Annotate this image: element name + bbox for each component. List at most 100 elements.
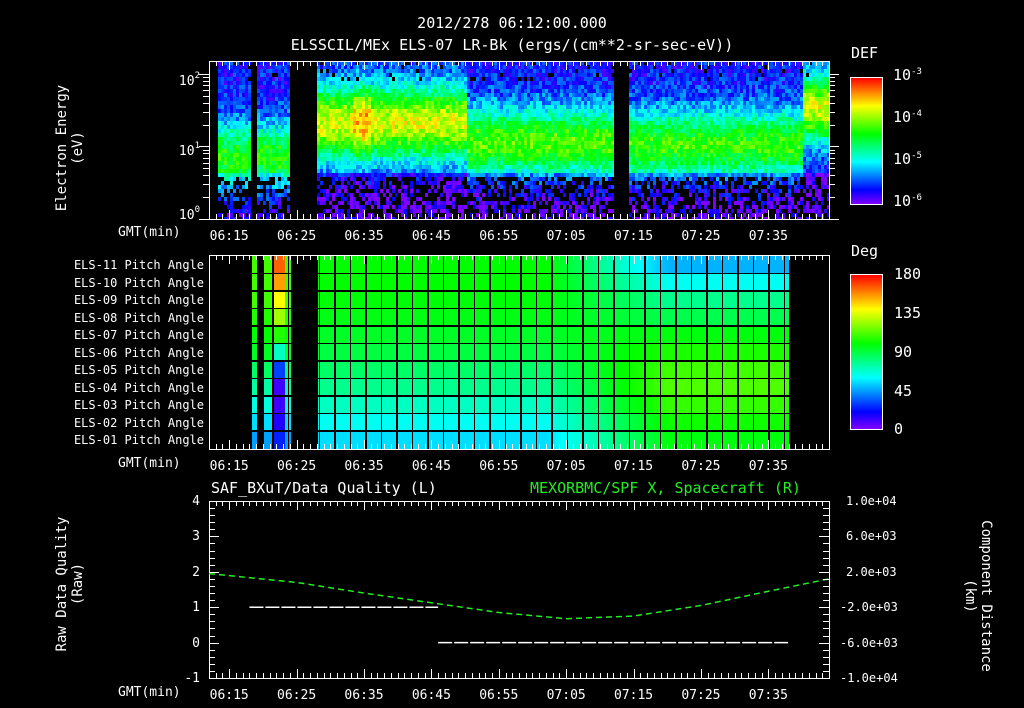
tick (721, 673, 722, 678)
tick (452, 673, 453, 678)
tick (425, 673, 426, 678)
tick (775, 673, 776, 678)
tick (209, 678, 219, 679)
tick (823, 529, 829, 530)
tick (667, 673, 668, 678)
tick (819, 536, 829, 537)
tick (748, 673, 749, 678)
tick (270, 673, 271, 678)
tick (593, 673, 594, 678)
tick (344, 673, 345, 678)
tick (809, 501, 810, 506)
tick (209, 508, 215, 509)
tick (276, 673, 277, 678)
tick (714, 673, 715, 678)
tick (209, 551, 215, 552)
tick (694, 673, 695, 678)
tick (317, 501, 318, 506)
tick (819, 607, 829, 608)
xtick-label: 07:05 (536, 688, 596, 703)
tick (634, 501, 635, 510)
tick (687, 501, 688, 506)
tick (357, 673, 358, 678)
tick (398, 501, 399, 506)
tick (661, 673, 662, 678)
tick (775, 501, 776, 506)
ytick-right: 6.0e+03 (846, 529, 897, 543)
tick (499, 501, 500, 510)
tick (640, 673, 641, 678)
tick (823, 636, 829, 637)
tick (499, 669, 500, 678)
tick (735, 673, 736, 678)
tick (782, 673, 783, 678)
tick (411, 673, 412, 678)
tick (209, 536, 219, 537)
tick (674, 501, 675, 506)
tick (229, 501, 230, 510)
tick (553, 673, 554, 678)
tick (276, 501, 277, 506)
tick (209, 600, 215, 601)
tick (519, 673, 520, 678)
tick (546, 501, 547, 506)
tick (580, 501, 581, 506)
tick (324, 673, 325, 678)
tick (701, 501, 702, 510)
tick (681, 501, 682, 506)
tick (667, 501, 668, 506)
tick (823, 621, 829, 622)
tick (310, 673, 311, 678)
tick (209, 586, 215, 587)
tick (802, 501, 803, 506)
tick (209, 543, 215, 544)
tick (647, 673, 648, 678)
tick (526, 501, 527, 506)
tick (209, 572, 219, 573)
tick (492, 673, 493, 678)
ytick-left: 2 (160, 565, 200, 580)
tick (620, 501, 621, 506)
tick (438, 501, 439, 506)
tick (377, 501, 378, 506)
tick (728, 673, 729, 678)
tick (506, 501, 507, 506)
tick (768, 501, 769, 510)
tick (755, 673, 756, 678)
tick (310, 501, 311, 506)
tick (209, 515, 215, 516)
tick (209, 593, 215, 594)
tick (317, 673, 318, 678)
tick (512, 501, 513, 506)
tick (823, 657, 829, 658)
tick (297, 501, 298, 510)
tick (485, 501, 486, 506)
tick (492, 501, 493, 506)
tick (755, 501, 756, 506)
tick (209, 579, 215, 580)
tick (452, 501, 453, 506)
tick (519, 501, 520, 506)
tick (357, 501, 358, 506)
tick (748, 501, 749, 506)
tick (384, 501, 385, 506)
tick (209, 650, 215, 651)
tick (324, 501, 325, 506)
tick (823, 522, 829, 523)
tick (303, 673, 304, 678)
tick (209, 636, 215, 637)
tick (586, 673, 587, 678)
tick (566, 501, 567, 510)
tick (728, 501, 729, 506)
tick (411, 501, 412, 506)
tick (256, 501, 257, 506)
tick (479, 673, 480, 678)
tick (613, 501, 614, 506)
tick (209, 643, 219, 644)
tick (627, 673, 628, 678)
tick (823, 628, 829, 629)
tick (209, 565, 215, 566)
tick (782, 501, 783, 506)
tick (654, 673, 655, 678)
tick (789, 501, 790, 506)
